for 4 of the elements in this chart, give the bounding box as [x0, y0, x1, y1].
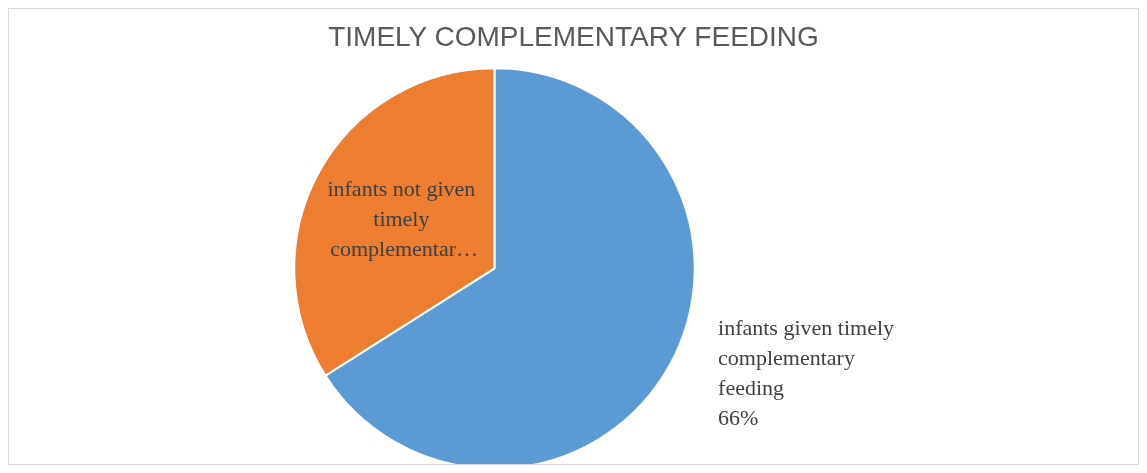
- data-label: 66%: [718, 404, 759, 430]
- slice-label: infants given timely complementary feeding: [718, 314, 900, 400]
- slice-label: infants not given timely complementar…: [327, 176, 481, 262]
- chart-title: TIMELY COMPLEMENTARY FEEDING: [328, 20, 819, 52]
